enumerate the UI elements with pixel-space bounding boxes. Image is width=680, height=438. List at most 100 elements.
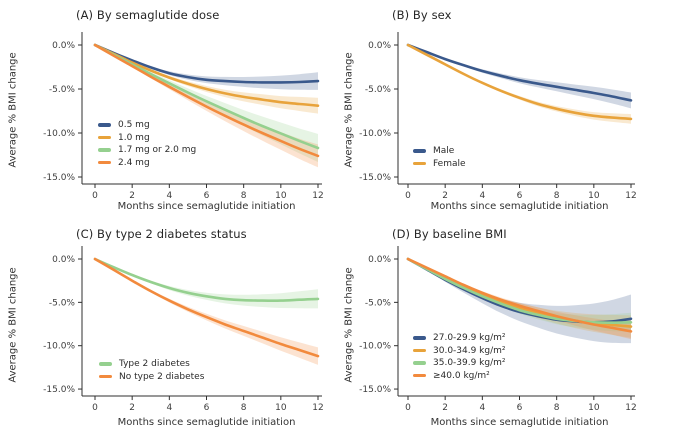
y-axis-label: Average % BMI change <box>7 267 19 383</box>
x-tick-label: 2 <box>129 191 135 201</box>
legend-label: 1.0 mg <box>118 132 150 143</box>
panel-b-title: (B) By sex <box>392 8 452 22</box>
ci-band <box>408 45 631 124</box>
legend-dose: 0.5 mg 1.0 mg 1.7 mg or 2.0 mg 2.4 mg <box>98 120 196 168</box>
legend-label: Female <box>433 158 466 169</box>
legend-swatch-green <box>98 148 111 152</box>
axes: 0.0% -5.0% -10.0% -15.0% 0 2 4 6 8 10 12 <box>359 246 637 413</box>
ci-band <box>408 45 631 109</box>
panel-a-title: (A) By semaglutide dose <box>76 8 220 22</box>
x-tick-label: 0 <box>92 403 98 413</box>
legend-swatch-gold <box>98 135 111 140</box>
ci-band <box>95 45 318 114</box>
x-tick-label: 12 <box>625 403 636 413</box>
legend-swatch-orange <box>98 160 111 165</box>
x-tick-label: 10 <box>588 191 600 201</box>
panel-d-title: (D) By baseline BMI <box>392 227 507 241</box>
ci-band <box>95 45 318 90</box>
x-tick-label: 6 <box>204 403 210 413</box>
plot-area-diabetes: 0.0% -5.0% -10.0% -15.0% 0 2 4 6 8 10 12 <box>43 246 324 413</box>
legend-item: No type 2 diabetes <box>99 372 204 382</box>
x-axis-label: Months since semaglutide initiation <box>117 201 296 212</box>
x-tick-label: 10 <box>275 403 287 413</box>
y-tick-label: 0.0% <box>368 255 391 265</box>
y-tick-label: -10.0% <box>359 342 391 352</box>
x-axis-label: Months since semaglutide initiation <box>117 417 296 428</box>
y-axis-label: Average % BMI change <box>7 52 19 168</box>
y-tick-label: -15.0% <box>359 173 391 183</box>
legend-item: 1.0 mg <box>98 133 196 143</box>
axes: 0.0% -5.0% -10.0% -15.0% 0 2 4 6 8 10 12 <box>359 32 637 201</box>
x-tick-label: 8 <box>554 191 560 201</box>
series-line <box>93 257 320 358</box>
x-tick-label: 10 <box>588 403 600 413</box>
series-line <box>406 43 633 102</box>
panel-c-title: (C) By type 2 diabetes status <box>76 227 247 241</box>
x-tick-label: 8 <box>554 403 560 413</box>
y-tick-label: -5.0% <box>365 298 392 308</box>
panel-a-semaglutide-dose: 0.0% -5.0% -10.0% -15.0% 0 2 4 6 8 10 12 (A) By se… <box>0 0 340 219</box>
y-tick-label: -5.0% <box>365 85 392 95</box>
x-axis-label: Months since semaglutide initiation <box>430 201 609 212</box>
x-tick-label: 6 <box>517 191 523 201</box>
y-tick-label: -5.0% <box>49 298 76 308</box>
x-tick-label: 12 <box>625 191 636 201</box>
legend-item: Male <box>413 146 466 156</box>
legend-item: 0.5 mg <box>98 120 196 130</box>
x-axis-label: Months since semaglutide initiation <box>430 417 609 428</box>
legend-item: 35.0-39.9 kg/m² <box>413 358 506 368</box>
series-line <box>93 43 320 84</box>
axes: 0.0% -5.0% -10.0% -15.0% 0 2 4 6 8 10 12 <box>43 246 324 413</box>
x-tick-label: 2 <box>129 403 135 413</box>
ci-band <box>95 259 318 309</box>
x-tick-label: 0 <box>92 191 98 201</box>
y-tick-label: -15.0% <box>43 385 75 395</box>
y-tick-label: -5.0% <box>49 85 76 95</box>
y-tick-label: -15.0% <box>359 385 391 395</box>
legend-label: 0.5 mg <box>118 120 150 130</box>
y-tick-label: 0.0% <box>368 41 391 51</box>
x-tick-label: 0 <box>405 403 411 413</box>
y-axis-label: Average % BMI change <box>343 52 355 168</box>
y-axis-label: Average % BMI change <box>343 267 355 383</box>
y-tick-label: -15.0% <box>43 173 75 183</box>
x-tick-label: 2 <box>442 403 448 413</box>
legend-swatch-orange <box>99 374 112 379</box>
legend-swatch-green <box>99 362 112 366</box>
legend-sex: Male Female <box>413 146 466 169</box>
legend-swatch-green <box>413 361 426 365</box>
legend-label: Male <box>433 146 455 156</box>
y-tick-label: -10.0% <box>359 129 391 139</box>
axes: 0.0% -5.0% -10.0% -15.0% 0 2 4 6 8 10 12 <box>43 32 324 201</box>
legend-diabetes: Type 2 diabetes No type 2 diabetes <box>99 359 204 382</box>
panel-b-sex: 0.0% -5.0% -10.0% -15.0% 0 2 4 6 8 10 12 (B) By se… <box>340 0 680 219</box>
legend-item: 1.7 mg or 2.0 mg <box>98 145 196 155</box>
panel-c-diabetes-status: 0.0% -5.0% -10.0% -15.0% 0 2 4 6 8 10 12 (C) By ty… <box>0 219 340 438</box>
legend-item: 30.0-34.9 kg/m² <box>413 346 506 356</box>
series-line <box>93 257 320 303</box>
x-tick-label: 4 <box>166 191 172 201</box>
x-tick-label: 12 <box>312 403 323 413</box>
legend-bmi: 27.0-29.9 kg/m² 30.0-34.9 kg/m² 35.0-39.… <box>413 333 506 381</box>
legend-swatch-gold <box>413 161 426 166</box>
series-line <box>406 43 633 121</box>
y-tick-label: -10.0% <box>43 129 75 139</box>
series-line <box>93 43 320 150</box>
legend-swatch-blue <box>413 149 426 153</box>
y-tick-label: -10.0% <box>43 342 75 352</box>
x-tick-label: 4 <box>166 403 172 413</box>
series-line <box>406 257 633 333</box>
legend-label: ≥40.0 kg/m² <box>433 370 490 381</box>
legend-item: ≥40.0 kg/m² <box>413 371 506 381</box>
legend-swatch-blue <box>413 336 426 340</box>
legend-label: 35.0-39.9 kg/m² <box>433 358 506 368</box>
plot-area-sex: 0.0% -5.0% -10.0% -15.0% 0 2 4 6 8 10 12 <box>359 32 637 201</box>
legend-label: 2.4 mg <box>118 157 150 168</box>
plot-area-bmi: 0.0% -5.0% -10.0% -15.0% 0 2 4 6 8 10 12 <box>359 246 637 413</box>
legend-item: Female <box>413 159 466 169</box>
series-line <box>93 43 320 107</box>
x-tick-label: 0 <box>405 191 411 201</box>
legend-item: Type 2 diabetes <box>99 359 204 369</box>
ci-band <box>408 259 631 340</box>
legend-label: Type 2 diabetes <box>119 359 190 369</box>
